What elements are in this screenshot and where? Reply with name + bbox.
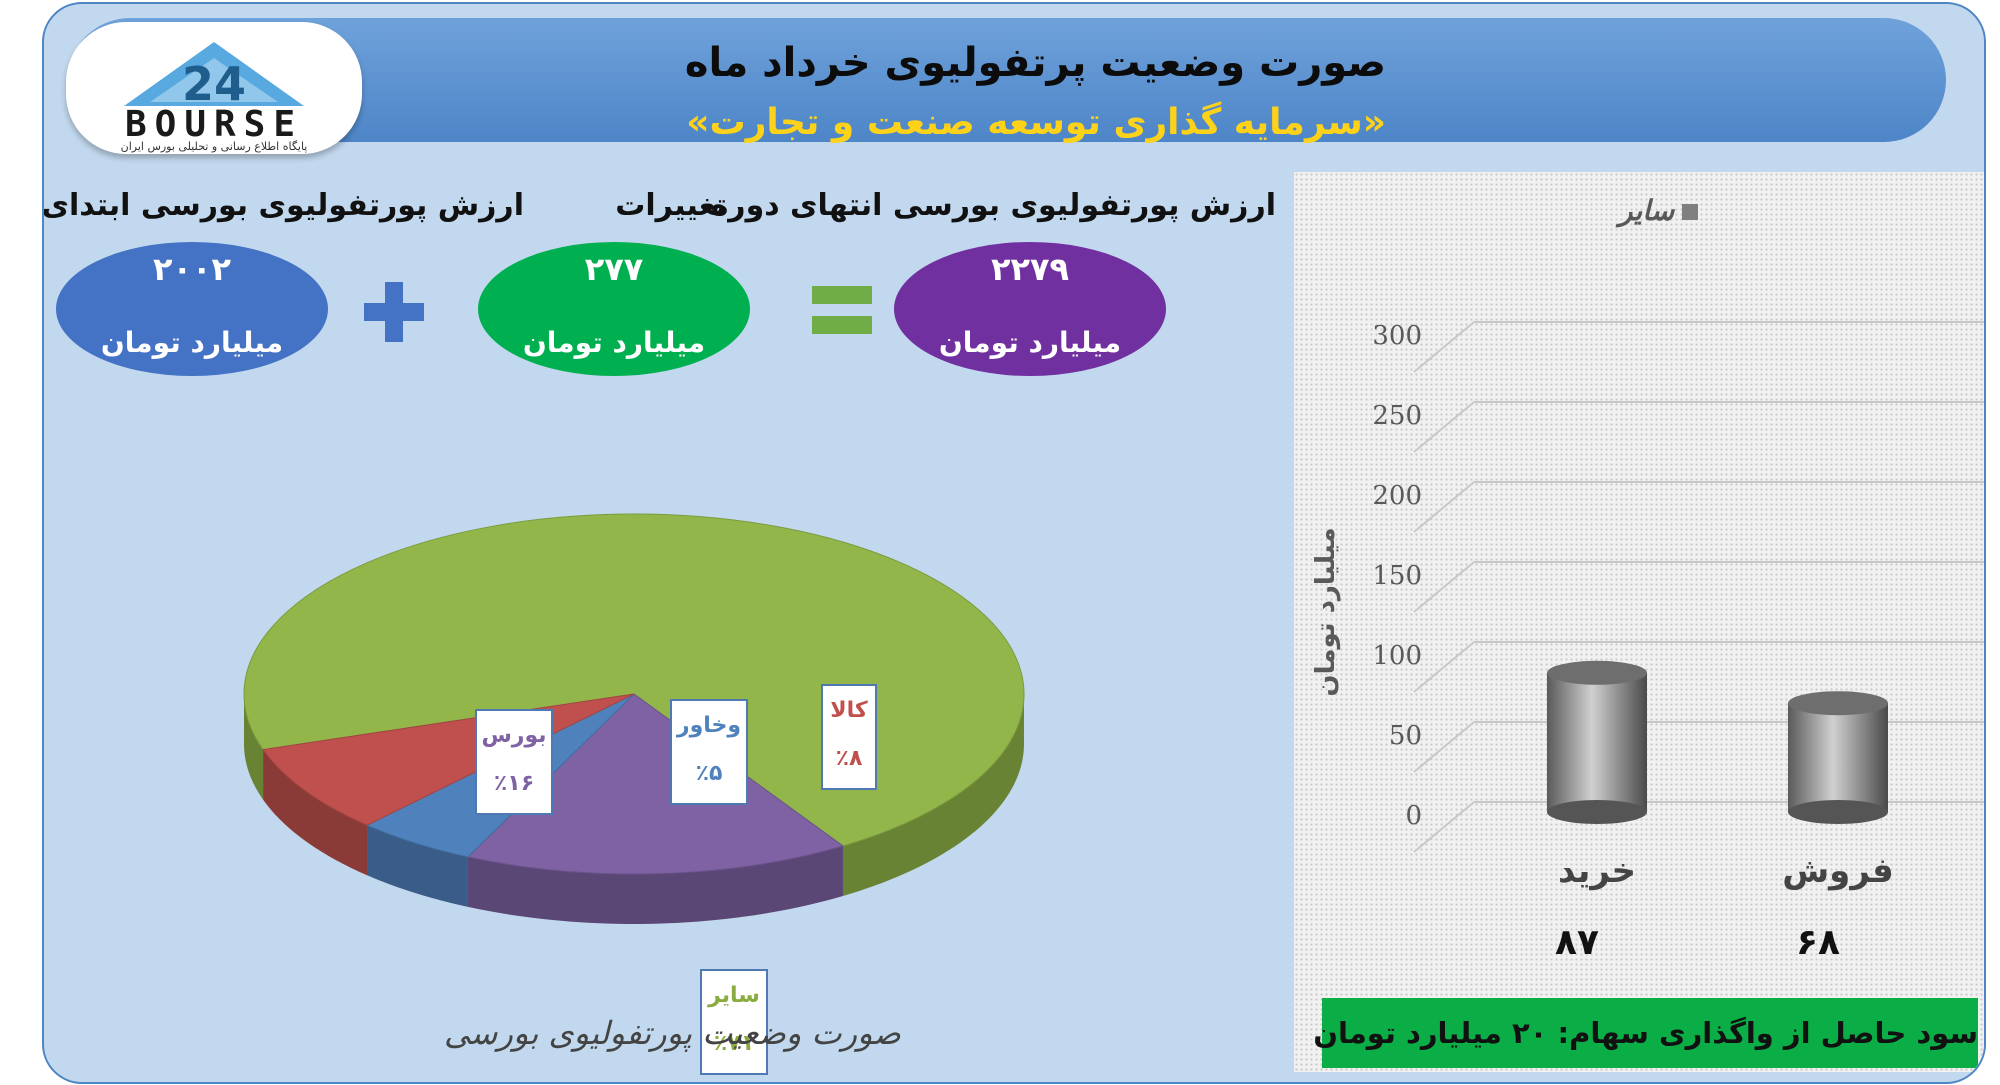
end-value-ellipse: ۲۲۷۹ میلیارد تومان (894, 242, 1166, 376)
change-label: تغییرات (615, 188, 727, 223)
bar-chart: 0 50 100 150 200 250 300 میلیارد تومان خرید ۸۷ فرو… (1311, 321, 1984, 963)
y-tick-label: 100 (1372, 641, 1422, 671)
pie-side-سایر (842, 694, 1024, 896)
change-unit: میلیارد تومان (522, 326, 706, 359)
pie-side-بورس (467, 845, 843, 924)
gridline-side (1413, 481, 1475, 533)
y-tick-label: 150 (1372, 561, 1422, 591)
start-value-ellipse: ۲۰۰۲ میلیارد تومان (56, 242, 328, 376)
logo-subtitle: پایگاه اطلاع رسانی و تحلیلی بورس ایران (120, 140, 308, 153)
pie-side-سایر (244, 694, 264, 800)
page-subtitle: «سرمایه گذاری توسعه صنعت و تجارت» (686, 102, 1386, 143)
logo-triangle-icon: 24 (124, 42, 304, 111)
pie-label-name: سایر (707, 983, 760, 1008)
y-axis-label: میلیارد تومان (1311, 527, 1341, 696)
bar-legend: سایر (1619, 194, 1699, 227)
profit-note: سود حاصل از واگذاری سهام: ۲۰ میلیارد توم… (1313, 998, 1978, 1068)
bar-فروش (1788, 691, 1888, 824)
pie-label-name: وخاور (676, 713, 741, 738)
y-tick-label: 200 (1372, 481, 1422, 511)
pie-label-بورس: بورس ٪۱۶ (475, 709, 553, 815)
start-value: ۲۰۰۲ (152, 250, 232, 288)
pie-label-value: ٪۱۶ (494, 771, 534, 796)
logo-number: 24 (182, 57, 246, 111)
pie-label-value: ٪۸ (836, 746, 863, 771)
pie-label-value: ٪۷۱ (714, 1031, 754, 1056)
end-value: ۲۲۷۹ (990, 250, 1070, 288)
pie-label-value: ٪۵ (696, 761, 723, 786)
bar-value-label: ۶۸ (1796, 922, 1840, 963)
gridline-side (1413, 641, 1475, 693)
start-value-label: ارزش پورتفولیوی بورسی ابتدای دوره (42, 188, 524, 223)
x-category-label: خرید (1558, 851, 1636, 891)
page-title: صورت وضعیت پرتفولیوی خرداد ماه (684, 40, 1386, 86)
pie-slice-بورس (466, 693, 845, 875)
logo: 24 BOURSE پایگاه اطلاع رسانی و تحلیلی بو… (66, 22, 362, 154)
y-tick-label: 300 (1372, 321, 1422, 351)
pie-label-کالا: کالا ٪۸ (821, 684, 877, 790)
y-tick-label: 250 (1372, 401, 1422, 431)
equals-icon (812, 286, 872, 334)
header-banner: صورت وضعیت پرتفولیوی خرداد ماه «سرمایه گ… (68, 18, 1946, 143)
change-value: ۲۷۷ (584, 250, 644, 288)
gridline-side (1413, 801, 1475, 853)
gridline-side (1413, 321, 1475, 373)
gridline-side (1413, 401, 1475, 453)
x-category-label: فروش (1782, 851, 1893, 891)
pie-label-name: بورس (481, 723, 546, 748)
start-value-unit: میلیارد تومان (100, 326, 284, 359)
pie-label-وخاور: وخاور ٪۵ (670, 699, 748, 805)
pie-chart-title: صورت وضعیت پورتفولیوی بورسی (444, 1014, 901, 1052)
dashboard-frame: صورت وضعیت پرتفولیوی خرداد ماه «سرمایه گ… (42, 2, 1986, 1084)
change-ellipse: ۲۷۷ میلیارد تومان (478, 242, 750, 376)
legend-swatch (1682, 204, 1699, 220)
bar-خرید (1547, 660, 1647, 824)
gridline-side (1413, 721, 1475, 773)
y-tick-label: 0 (1405, 801, 1422, 831)
logo-text: BOURSE (124, 104, 304, 145)
bar-value-label: ۸۷ (1555, 922, 1599, 963)
pie-side-وخاور (367, 825, 468, 907)
y-tick-label: 50 (1389, 721, 1422, 751)
end-value-label: ارزش پورتفولیوی بورسی انتهای دوره (710, 188, 1276, 223)
plus-icon (364, 282, 424, 342)
pie-label-سایر: سایر ٪۷۱ (700, 969, 768, 1075)
legend-label: سایر (1619, 194, 1675, 227)
pie-chart: سایر ٪۷۱ بورس ٪۱۶ وخاور ٪۵ کالا ٪۸ (243, 513, 1025, 1075)
pie-label-name: کالا (830, 698, 868, 723)
end-value-unit: میلیارد تومان (938, 326, 1122, 359)
pie-side-کالا (263, 749, 368, 876)
gridline-side (1413, 561, 1475, 613)
